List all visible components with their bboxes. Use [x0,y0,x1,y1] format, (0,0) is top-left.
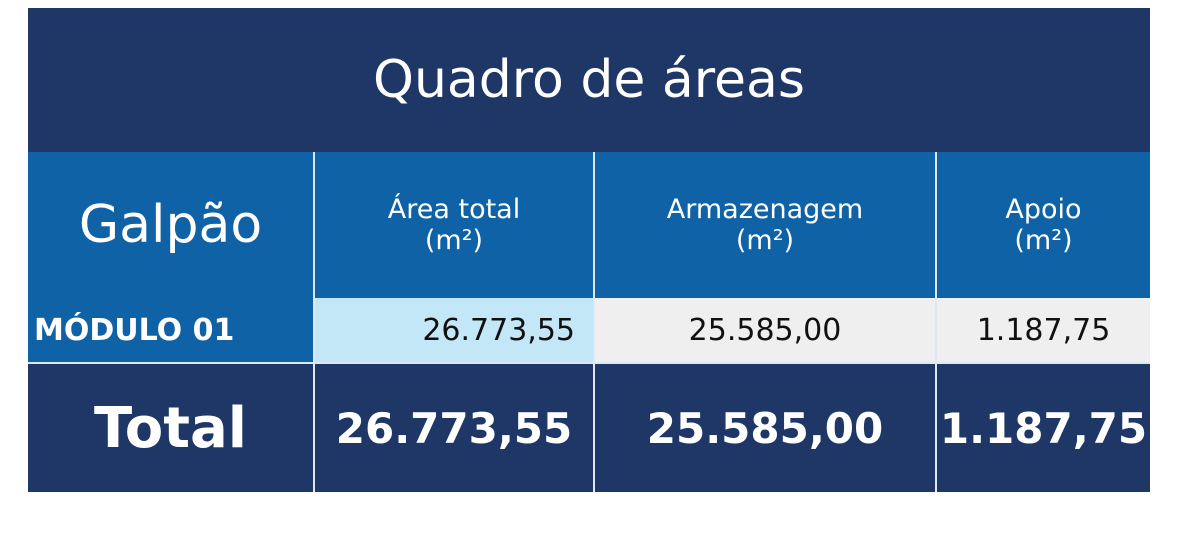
header-label: Apoio [1005,194,1082,225]
table-title: Quadro de áreas [28,8,1150,152]
data-cell: 26.773,55 [315,298,595,362]
total-label: Total [28,362,315,492]
header-unit: (m²) [424,225,484,256]
row-label: MÓDULO 01 [28,298,315,362]
header-label: Armazenagem [666,194,864,225]
header-cell: Área total (m²) [315,152,595,298]
total-cell: 26.773,55 [315,362,595,492]
header-cell: Galpão [28,152,315,298]
header-cell: Armazenagem (m²) [595,152,937,298]
total-cell: 1.187,75 [937,362,1150,492]
total-cell: 25.585,00 [595,362,937,492]
header-label: Área total [387,194,521,225]
data-cell: 1.187,75 [937,298,1150,362]
header-unit: (m²) [1014,225,1073,256]
data-cell: 25.585,00 [595,298,937,362]
header-unit: (m²) [735,225,795,256]
header-cell: Apoio (m²) [937,152,1150,298]
header-label: Galpão [78,195,263,255]
